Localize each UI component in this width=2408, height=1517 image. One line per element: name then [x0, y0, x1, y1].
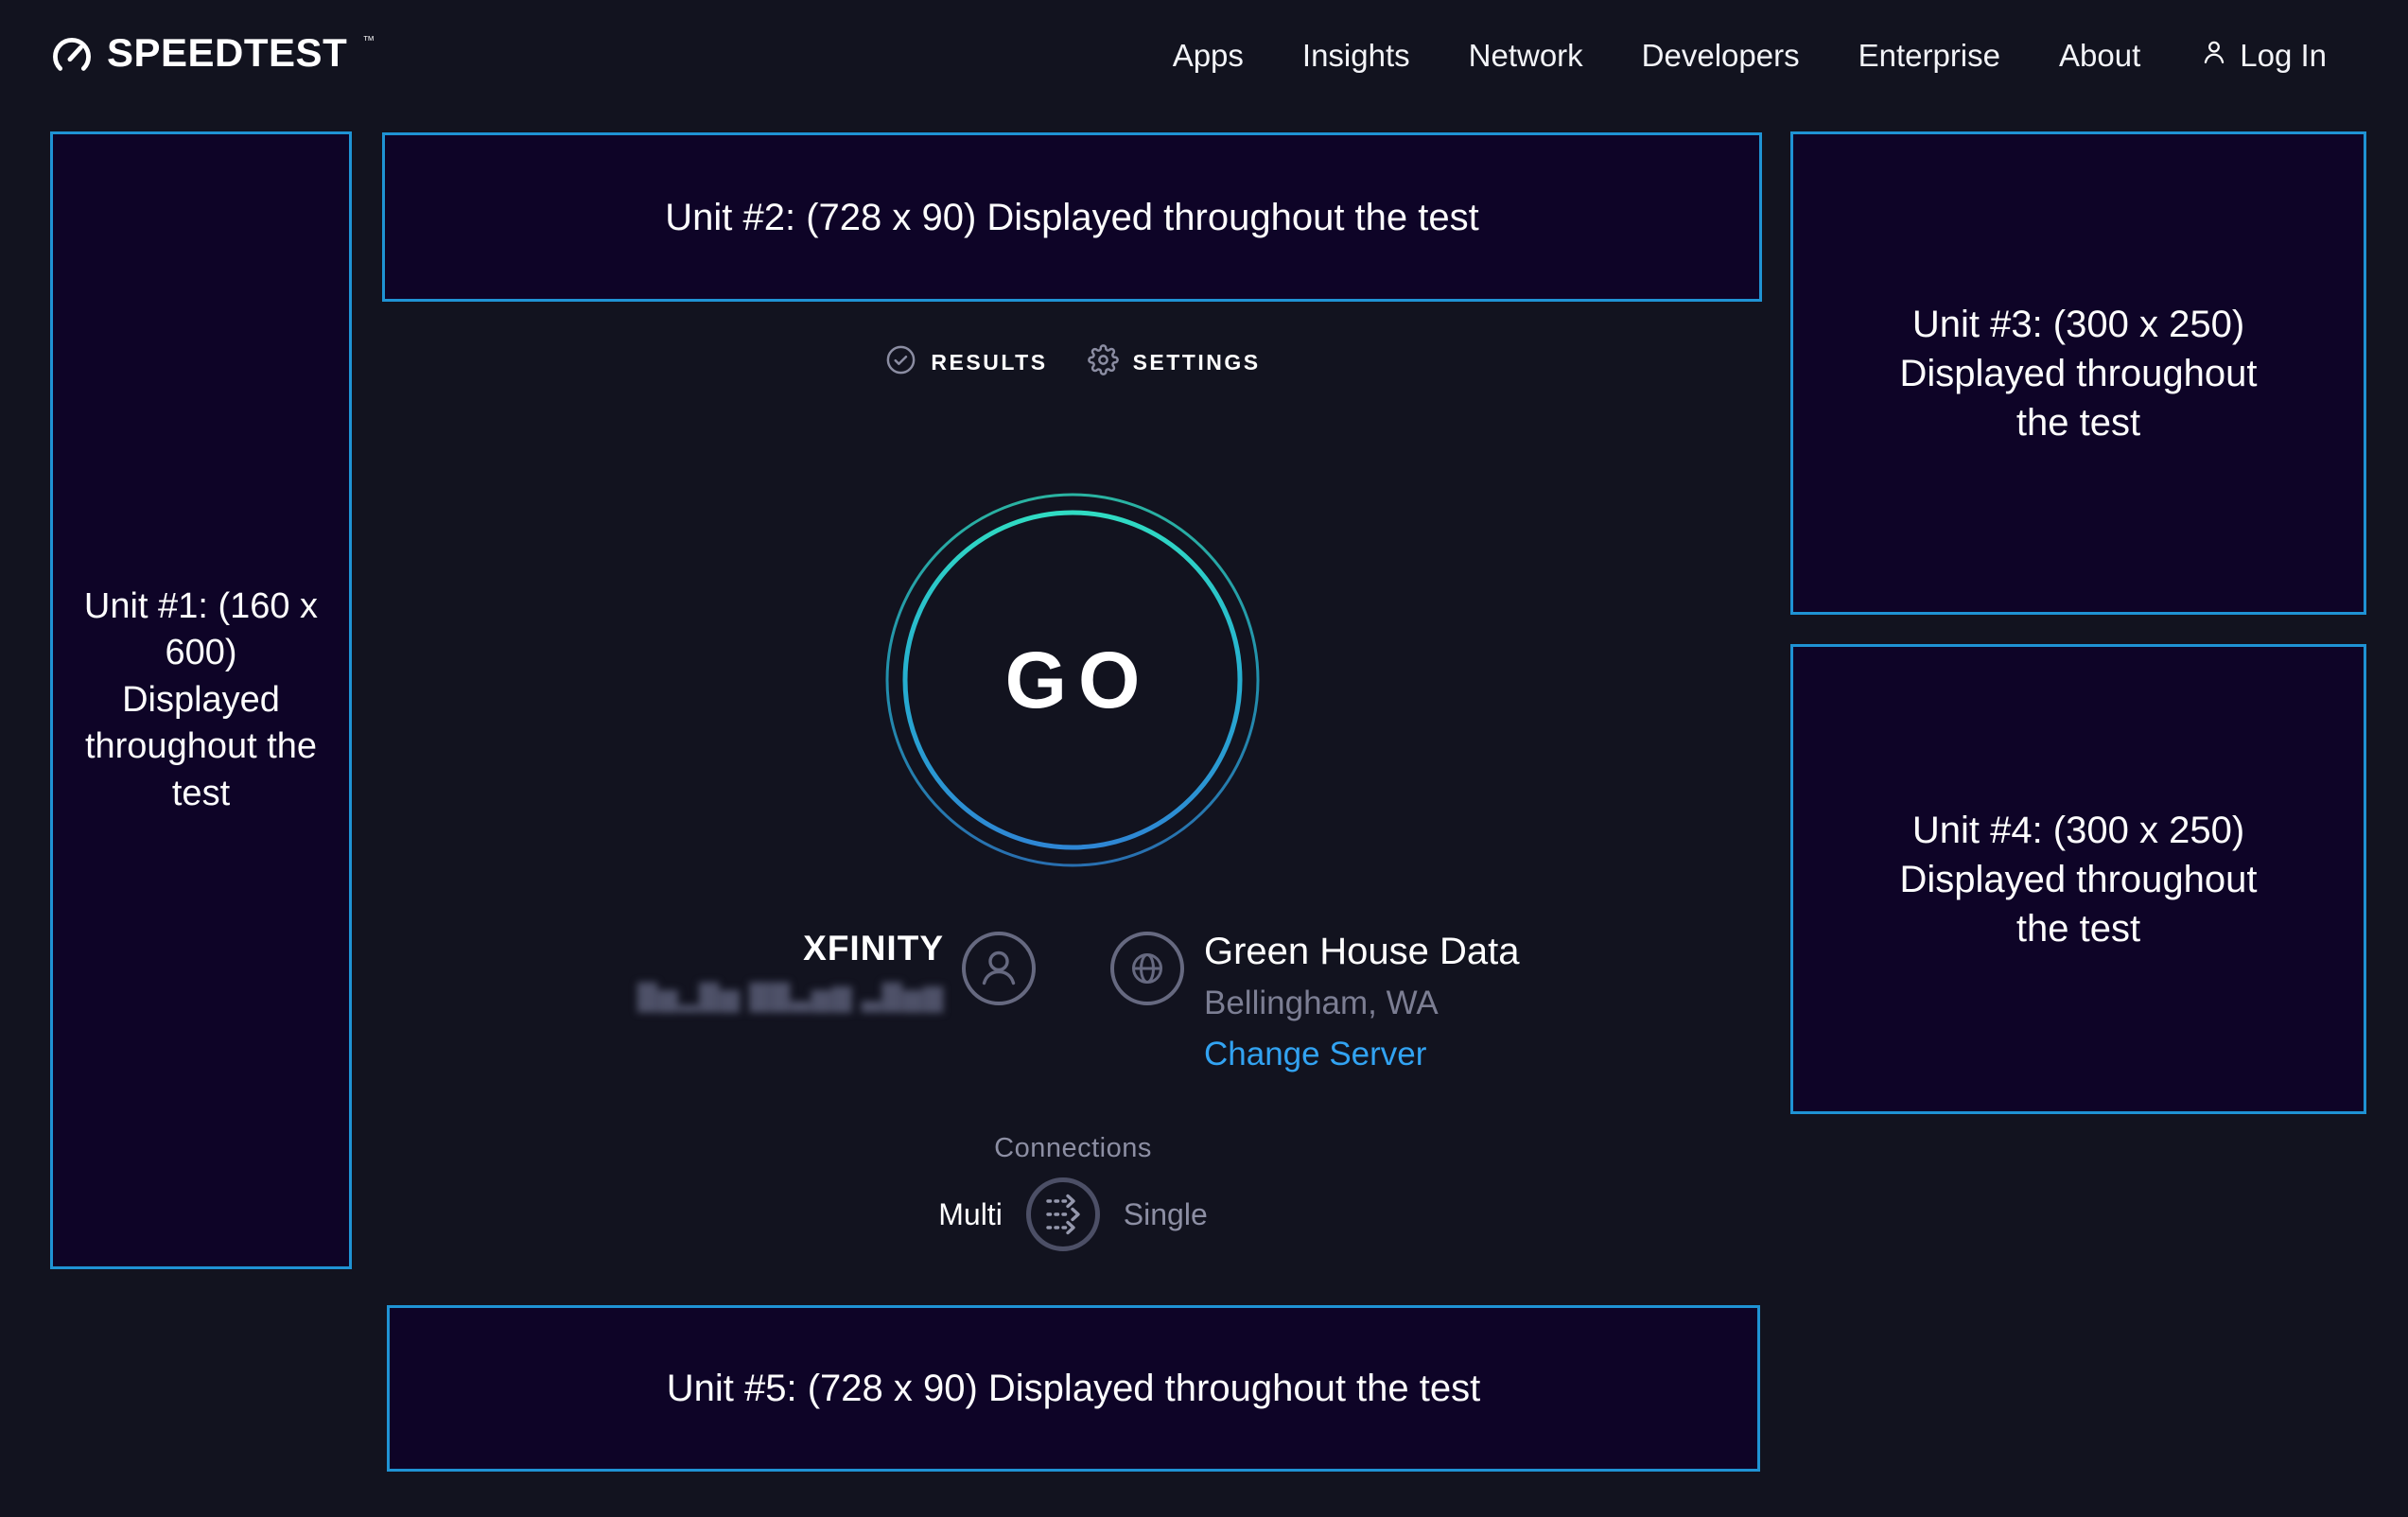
server-name: Green House Data — [1204, 931, 1520, 972]
nav-item-enterprise[interactable]: Enterprise — [1858, 38, 2000, 73]
ad-unit-2-text: Unit #2: (728 x 90) Displayed throughout… — [665, 196, 1479, 238]
ad-unit-5-text: Unit #5: (728 x 90) Displayed throughout… — [666, 1368, 1481, 1409]
top-nav: SPEEDTEST ™ Apps Insights Network Develo… — [0, 0, 2408, 112]
logo-text: SPEEDTEST — [107, 29, 348, 75]
connections-row: Multi Single — [384, 1176, 1762, 1253]
check-circle-icon — [885, 344, 916, 380]
tabs-row: RESULTS SETTINGS — [384, 336, 1762, 389]
login-link[interactable]: Log In — [2199, 37, 2327, 75]
ad-unit-3-text: Unit #3: (300 x 250) Displayed throughou… — [1899, 303, 2258, 444]
connections-label: Connections — [994, 1133, 1152, 1163]
gear-icon — [1087, 344, 1119, 380]
go-button[interactable]: GO — [883, 491, 1262, 869]
provider-name: XFINITY — [803, 929, 944, 968]
tab-results-label: RESULTS — [931, 349, 1048, 375]
tab-settings[interactable]: SETTINGS — [1087, 344, 1261, 380]
nav-item-insights[interactable]: Insights — [1301, 38, 1410, 73]
nav-item-developers[interactable]: Developers — [1641, 38, 1800, 73]
ad-unit-4: Unit #4: (300 x 250) Displayed throughou… — [1790, 644, 2366, 1114]
user-icon — [2199, 37, 2229, 75]
logo-trademark: ™ — [362, 32, 375, 47]
ad-unit-3: Unit #3: (300 x 250) Displayed throughou… — [1790, 131, 2366, 615]
server-globe-icon — [1108, 930, 1186, 1007]
login-label: Log In — [2240, 38, 2327, 73]
ad-unit-5: Unit #5: (728 x 90) Displayed throughout… — [387, 1305, 1760, 1472]
connections-toggle-icon[interactable] — [1024, 1176, 1102, 1253]
speedtest-gauge-icon — [50, 31, 94, 81]
server-location: Bellingham, WA — [1204, 985, 1439, 1021]
tab-results[interactable]: RESULTS — [885, 344, 1047, 380]
tab-settings-label: SETTINGS — [1132, 349, 1261, 375]
connections-multi-option[interactable]: Multi — [938, 1196, 1003, 1231]
change-server-link[interactable]: Change Server — [1204, 1036, 1427, 1072]
nav-item-about[interactable]: About — [2059, 38, 2141, 73]
speedtest-logo[interactable]: SPEEDTEST ™ — [50, 29, 375, 81]
ad-unit-1-text: Unit #1: (160 x 600) Displayed throughou… — [83, 586, 319, 813]
ad-unit-4-text: Unit #4: (300 x 250) Displayed throughou… — [1899, 809, 2258, 950]
go-label: GO — [1004, 635, 1152, 724]
nav-item-network[interactable]: Network — [1468, 38, 1583, 73]
ad-unit-1: Unit #1: (160 x 600) Displayed throughou… — [50, 131, 352, 1269]
provider-ip-redacted: █▆▂█▆ ██▃▆▇ ▃█▆▇ — [637, 984, 944, 1013]
nav-menu: Apps Insights Network Developers Enterpr… — [1173, 37, 2327, 75]
nav-item-apps[interactable]: Apps — [1172, 38, 1244, 73]
provider-block: XFINITY █▆▂█▆ ██▃▆▇ ▃█▆▇ — [637, 929, 944, 1013]
connections-single-option[interactable]: Single — [1123, 1196, 1208, 1231]
ad-unit-2: Unit #2: (728 x 90) Displayed throughout… — [382, 132, 1762, 302]
provider-person-icon — [960, 930, 1038, 1007]
server-block: Green House Data Bellingham, WA Change S… — [1204, 931, 1520, 1073]
